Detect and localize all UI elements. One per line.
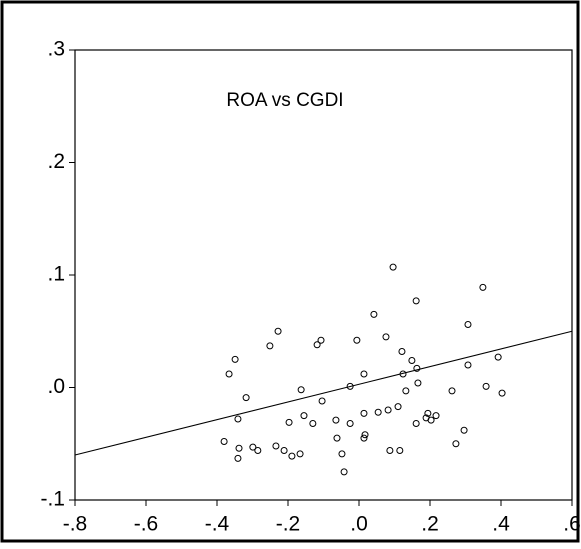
point: [297, 386, 305, 394]
x-tick-label: .4: [492, 513, 510, 536]
point: [408, 357, 416, 364]
point: [464, 321, 472, 328]
point: [413, 364, 421, 372]
point: [234, 454, 242, 462]
point: [427, 416, 435, 424]
point: [220, 438, 228, 445]
x-tick-label: -.4: [205, 513, 230, 536]
point: [384, 406, 392, 414]
point: [360, 370, 368, 378]
point: [402, 387, 410, 395]
point: [399, 370, 407, 378]
y-tick-label: .0: [47, 375, 65, 398]
y-tick-label: .2: [47, 150, 65, 173]
point: [361, 431, 369, 439]
point: [353, 336, 361, 344]
point: [498, 389, 506, 397]
point: [370, 310, 378, 318]
point: [332, 416, 340, 424]
point: [360, 409, 368, 417]
point: [346, 420, 354, 427]
point: [412, 420, 420, 427]
point: [274, 327, 282, 335]
point: [318, 397, 326, 405]
point: [300, 412, 308, 420]
x-tick-label: -.6: [134, 513, 159, 536]
point: [225, 370, 233, 378]
point: [482, 382, 490, 390]
point: [432, 412, 440, 420]
point: [231, 355, 239, 363]
point: [374, 408, 382, 416]
point: [296, 450, 304, 458]
point: [382, 333, 390, 341]
point: [242, 394, 250, 402]
chart-title: ROA vs CGDI: [226, 90, 343, 111]
point: [338, 450, 346, 458]
point: [333, 434, 341, 442]
point: [389, 263, 397, 271]
point: [235, 444, 243, 452]
point: [398, 348, 406, 355]
fit-line: [74, 330, 573, 456]
x-tick-label: .6: [563, 513, 581, 536]
point: [386, 447, 394, 454]
point: [313, 341, 321, 349]
point: [249, 443, 257, 451]
point: [234, 415, 242, 423]
point: [452, 440, 460, 448]
y-tick-label: .1: [47, 263, 65, 286]
y-tick-label: .3: [47, 38, 65, 61]
point: [412, 297, 420, 305]
point: [424, 409, 432, 417]
x-tick-label: -.8: [63, 513, 88, 536]
point: [285, 418, 293, 426]
x-tick-label: .2: [421, 513, 439, 536]
point: [346, 382, 354, 390]
point: [360, 434, 368, 442]
x-tick-label: -.2: [276, 513, 301, 536]
point: [479, 283, 487, 291]
point: [460, 426, 468, 434]
point: [266, 342, 274, 350]
point: [414, 379, 422, 387]
point: [464, 361, 472, 369]
point: [340, 468, 348, 476]
point: [254, 447, 262, 454]
point: [396, 447, 404, 454]
point: [448, 387, 456, 395]
point: [272, 442, 280, 450]
point: [288, 452, 296, 460]
point: [394, 403, 402, 411]
point: [494, 353, 502, 361]
y-tick-label: -.1: [40, 488, 65, 511]
point: [280, 447, 288, 454]
point: [317, 336, 325, 344]
plot-area: [74, 49, 573, 501]
x-tick-label: .0: [350, 513, 368, 536]
point: [309, 420, 317, 427]
